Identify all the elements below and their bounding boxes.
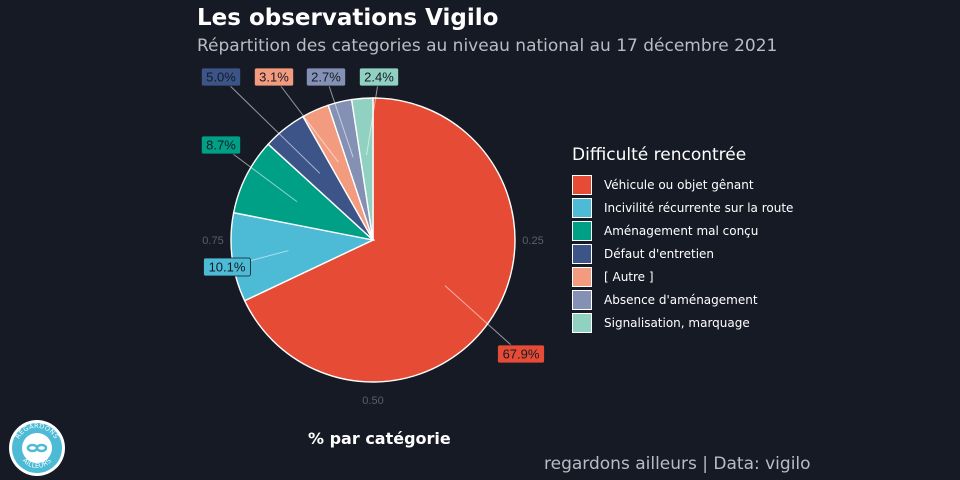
legend-key-amenagement-mal-concu xyxy=(572,220,592,241)
legend-item-incivilite-recurrente-sur-la-route: Incivilité récurrente sur la route xyxy=(572,196,793,219)
legend-label: Absence d'aménagement xyxy=(604,292,758,307)
axis-tick-0-50: 0.50 xyxy=(362,395,383,407)
svg-text:10.1%: 10.1% xyxy=(209,260,246,275)
legend-item-amenagement-mal-concu: Aménagement mal conçu xyxy=(572,219,793,242)
axis-tick-0-75: 0.75 xyxy=(202,235,223,247)
legend-key-vehicule-ou-objet-genant xyxy=(572,174,592,195)
leader-line-absence-d-amenagement xyxy=(325,76,354,158)
chart-subtitle: Répartition des categories au niveau nat… xyxy=(197,36,778,56)
legend-label: Véhicule ou objet gênant xyxy=(604,177,754,192)
pie-slice-vehicule-ou-objet-genant xyxy=(243,97,516,383)
svg-text:AILLEURS: AILLEURS xyxy=(21,457,53,470)
legend: Difficulté rencontrée Véhicule ou objet … xyxy=(572,145,793,334)
legend-item-defaut-d-entretien: Défaut d'entretien xyxy=(572,242,793,265)
legend-item-vehicule-ou-objet-genant: Véhicule ou objet gênant xyxy=(572,173,793,196)
data-label-autre: 3.1% xyxy=(253,67,294,87)
legend-item-autre: [ Autre ] xyxy=(572,265,793,288)
data-label-amenagement-mal-concu: 8.7% xyxy=(200,135,241,155)
leader-line-amenagement-mal-concu xyxy=(220,144,298,203)
leader-line-autre xyxy=(273,76,339,163)
legend-key-incivilite-recurrente-sur-la-route xyxy=(572,197,592,218)
legend-label: [ Autre ] xyxy=(604,269,654,284)
svg-text:5.0%: 5.0% xyxy=(206,70,236,85)
data-label-defaut-d-entretien: 5.0% xyxy=(200,67,241,87)
svg-text:2.7%: 2.7% xyxy=(311,70,341,85)
regardons-ailleurs-logo: REGARDONS AILLEURS xyxy=(9,420,65,476)
data-label-signalisation-marquage: 2.4% xyxy=(358,67,399,87)
pie-slice-incivilite-recurrente-sur-la-route xyxy=(230,211,376,302)
svg-text:67.9%: 67.9% xyxy=(503,347,540,362)
axis-tick-0-25: 0.25 xyxy=(522,235,543,247)
leader-line-vehicule-ou-objet-genant xyxy=(444,285,522,355)
svg-text:8.7%: 8.7% xyxy=(206,138,236,153)
data-label-incivilite-recurrente-sur-la-route: 10.1% xyxy=(203,257,251,277)
svg-text:2.4%: 2.4% xyxy=(364,70,394,85)
pie-slice-signalisation-marquage xyxy=(350,97,374,241)
legend-title: Difficulté rencontrée xyxy=(572,145,747,165)
svg-text:3.1%: 3.1% xyxy=(259,70,289,85)
data-label-vehicule-ou-objet-genant: 67.9% xyxy=(497,344,545,364)
legend-label: Défaut d'entretien xyxy=(604,246,715,261)
legend-label: Aménagement mal conçu xyxy=(604,223,759,238)
x-axis-label: % par catégorie xyxy=(308,429,451,448)
legend-item-absence-d-amenagement: Absence d'aménagement xyxy=(572,288,793,311)
chart-title: Les observations Vigilo xyxy=(197,5,499,31)
leader-line-signalisation-marquage xyxy=(366,76,380,156)
legend-key-signalisation-marquage xyxy=(572,312,592,333)
leader-line-defaut-d-entretien xyxy=(220,76,321,174)
legend-key-defaut-d-entretien xyxy=(572,243,592,264)
caption: regardons ailleurs | Data: vigilo xyxy=(544,454,811,474)
legend-key-autre xyxy=(572,266,592,287)
legend-label: Incivilité récurrente sur la route xyxy=(604,200,794,215)
legend-label: Signalisation, marquage xyxy=(604,315,750,330)
data-label-absence-d-amenagement: 2.7% xyxy=(305,67,346,87)
legend-key-absence-d-amenagement xyxy=(572,289,592,310)
legend-item-signalisation-marquage: Signalisation, marquage xyxy=(572,311,793,334)
